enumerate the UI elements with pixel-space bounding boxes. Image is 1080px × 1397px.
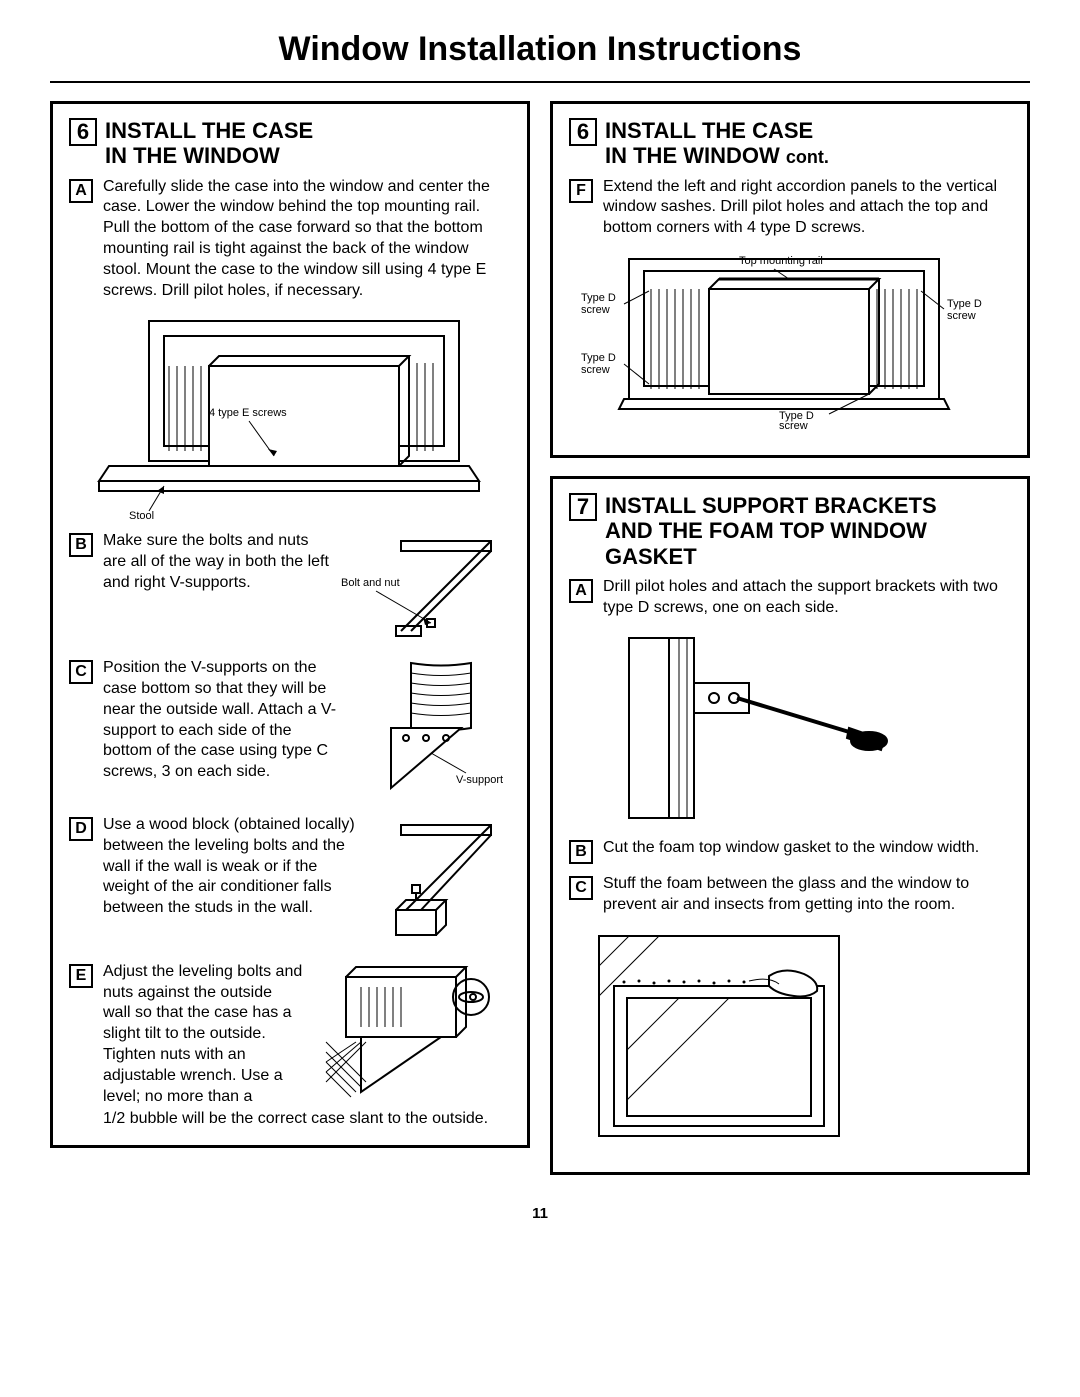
panel-install-case: 6 INSTALL THE CASE IN THE WINDOW A Caref… — [50, 101, 530, 1148]
section-title-line1: INSTALL THE CASE — [605, 118, 813, 143]
columns: 6 INSTALL THE CASE IN THE WINDOW A Caref… — [50, 101, 1030, 1175]
label-type-d-4b: screw — [779, 420, 808, 429]
label-type-d-2a: Type D — [581, 352, 616, 364]
step-D-text: Use a wood block (obtained locally) betw… — [103, 815, 363, 919]
panel-install-case-cont: 6 INSTALL THE CASE IN THE WINDOW cont. F… — [550, 101, 1030, 458]
label-type-d-2b: screw — [581, 364, 610, 376]
section-heading-6-cont: 6 INSTALL THE CASE IN THE WINDOW cont. — [569, 118, 1011, 169]
step-7C: C Stuff the foam between the glass and t… — [569, 874, 1011, 916]
step-B-text: Make sure the bolts and nuts are all of … — [103, 531, 333, 593]
step-B: B Make sure the bolts and nuts are all o… — [69, 531, 511, 648]
label-type-d-1b: screw — [581, 304, 610, 316]
section-number-box: 6 — [569, 118, 597, 146]
step-7B: B Cut the foam top window gasket to the … — [569, 838, 1011, 864]
step-letter-A: A — [69, 179, 93, 203]
step-letter-E: E — [69, 964, 93, 988]
step-D: D Use a wood block (obtained locally) be… — [69, 815, 511, 952]
section-number-box: 6 — [69, 118, 97, 146]
page-number: 11 — [50, 1205, 1030, 1222]
figure-bolt-nut: Bolt and nut — [341, 531, 511, 648]
step-E-text-partial: Adjust the leveling bolts and nuts again… — [103, 962, 303, 1108]
page-title: Window Installation Instructions — [50, 30, 1030, 69]
section-heading-7: 7 INSTALL SUPPORT BRACKETS AND THE FOAM … — [569, 493, 1011, 569]
section-title: INSTALL SUPPORT BRACKETS AND THE FOAM TO… — [605, 493, 937, 569]
step-letter-F: F — [569, 179, 593, 203]
section-title-line1: INSTALL SUPPORT BRACKETS — [605, 493, 937, 518]
label-stool: Stool — [129, 510, 154, 521]
right-column: 6 INSTALL THE CASE IN THE WINDOW cont. F… — [550, 101, 1030, 1175]
figure-level-tilt — [311, 962, 501, 1109]
step-7A-text: Drill pilot holes and attach the support… — [603, 577, 1011, 619]
label-bolt-and-nut: Bolt and nut — [341, 577, 400, 589]
step-C: C Position the V-supports on the case bo… — [69, 658, 511, 805]
step-7A: A Drill pilot holes and attach the suppo… — [569, 577, 1011, 619]
section-title: INSTALL THE CASE IN THE WINDOW — [105, 118, 313, 169]
section-title: INSTALL THE CASE IN THE WINDOW cont. — [605, 118, 829, 169]
figure-foam-gasket — [569, 926, 1011, 1146]
step-letter-A: A — [569, 579, 593, 603]
step-letter-D: D — [69, 817, 93, 841]
section-title-line2: IN THE WINDOW — [105, 143, 280, 168]
figure-wood-block — [371, 815, 511, 952]
section-heading-6: 6 INSTALL THE CASE IN THE WINDOW — [69, 118, 511, 169]
step-letter-B: B — [569, 840, 593, 864]
step-E-text-continuation: 1/2 bubble will be the correct case slan… — [103, 1109, 511, 1130]
label-type-d-3a: Type D — [947, 298, 982, 310]
label-top-mounting-rail: Top mounting rail — [739, 255, 823, 267]
section-title-line3: GASKET — [605, 544, 697, 569]
step-F-text: Extend the left and right accordion pane… — [603, 177, 1011, 239]
step-A-text: Carefully slide the case into the window… — [103, 177, 511, 302]
section-title-cont: cont. — [786, 147, 829, 167]
step-F: F Extend the left and right accordion pa… — [569, 177, 1011, 239]
section-title-line2: IN THE WINDOW — [605, 143, 780, 168]
label-v-support: V-support — [456, 774, 503, 786]
step-A: A Carefully slide the case into the wind… — [69, 177, 511, 302]
figure-accordion-panels: Top mounting rail Type D screw Type D sc… — [569, 249, 1011, 429]
left-column: 6 INSTALL THE CASE IN THE WINDOW A Caref… — [50, 101, 530, 1175]
figure-support-bracket — [569, 628, 1011, 828]
step-7C-text: Stuff the foam between the glass and the… — [603, 874, 1011, 916]
panel-support-brackets: 7 INSTALL SUPPORT BRACKETS AND THE FOAM … — [550, 476, 1030, 1175]
figure-case-in-window: 4 type E screws Stool — [69, 311, 511, 521]
step-letter-B: B — [69, 533, 93, 557]
figure-v-support: V-support — [351, 658, 511, 805]
label-type-d-3b: screw — [947, 310, 976, 322]
step-E: E Adjust the leveling bolts and nuts aga… — [69, 962, 511, 1130]
step-letter-C: C — [69, 660, 93, 684]
label-type-d-1a: Type D — [581, 292, 616, 304]
label-4-type-e-screws: 4 type E screws — [209, 407, 287, 419]
step-letter-C: C — [569, 876, 593, 900]
title-divider — [50, 81, 1030, 83]
step-C-text: Position the V-supports on the case bott… — [103, 658, 343, 783]
section-title-line2: AND THE FOAM TOP WINDOW — [605, 518, 927, 543]
section-title-line1: INSTALL THE CASE — [105, 118, 313, 143]
step-7B-text: Cut the foam top window gasket to the wi… — [603, 838, 1011, 864]
section-number-box: 7 — [569, 493, 597, 521]
